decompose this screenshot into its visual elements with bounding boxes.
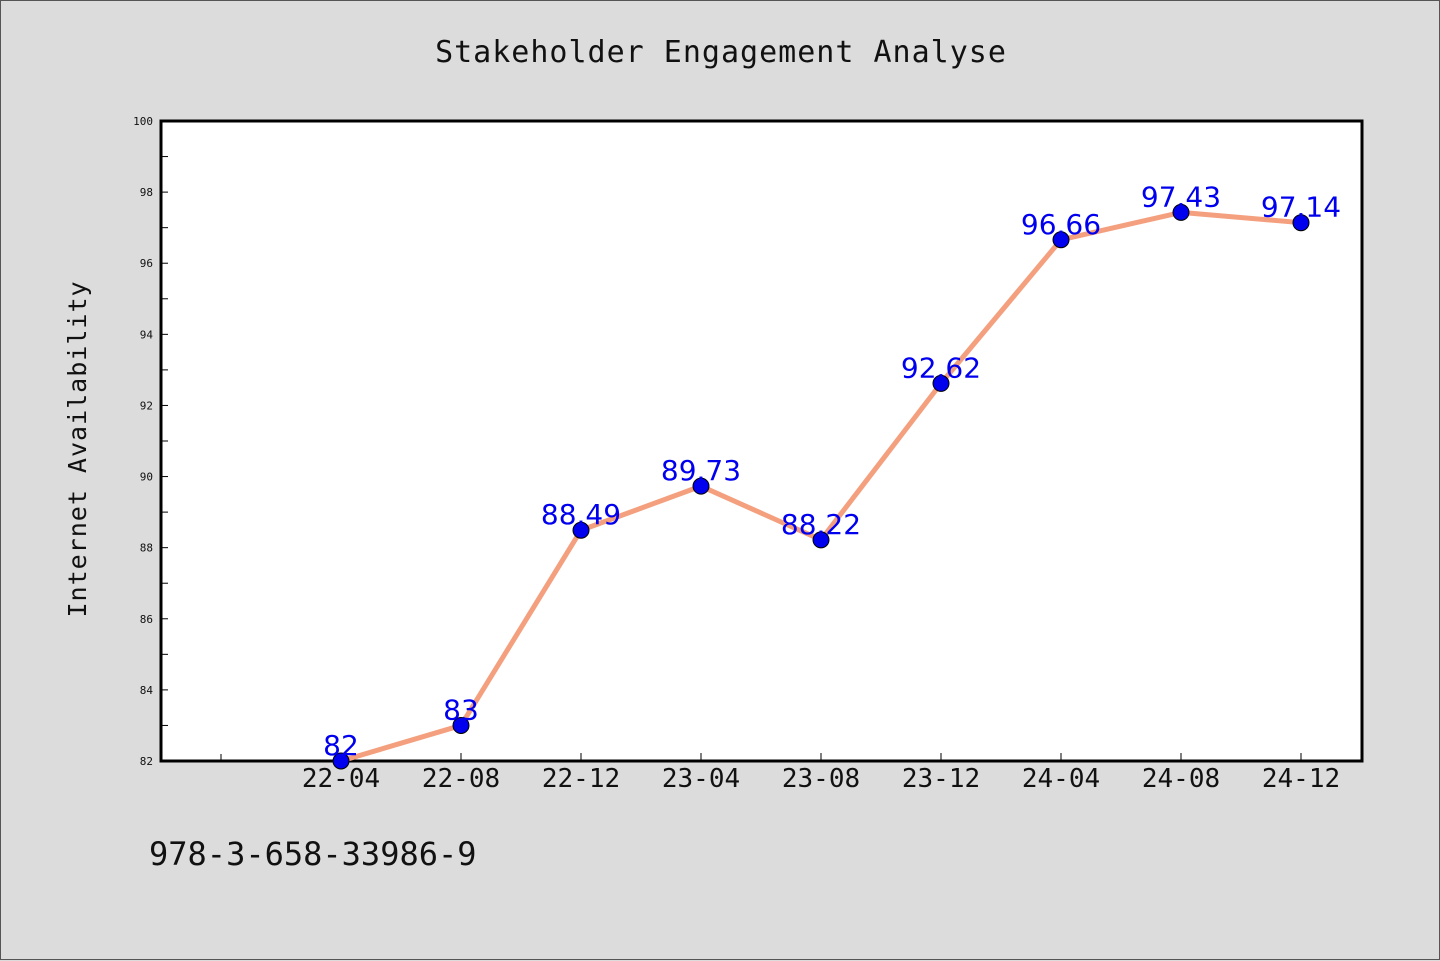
x-tick-label: 24-08 xyxy=(1142,764,1220,794)
y-tick-label: 82 xyxy=(140,755,153,768)
data-label: 82 xyxy=(323,729,359,762)
data-point xyxy=(452,716,470,734)
x-tick-label: 24-12 xyxy=(1262,764,1340,794)
data-point xyxy=(1292,214,1310,232)
y-tick-label: 90 xyxy=(140,471,153,484)
y-tick-label: 88 xyxy=(140,542,153,555)
chart-title: Stakeholder Engagement Analyse xyxy=(435,35,1007,70)
footer-identifier: 978-3-658-33986-9 xyxy=(149,835,477,873)
x-tick-label: 23-04 xyxy=(662,764,740,794)
y-axis: 82 84 86 88 90 92 94 96 98 100 xyxy=(133,115,168,768)
plot-area xyxy=(159,119,1364,763)
data-point xyxy=(1052,231,1070,249)
y-tick-label: 84 xyxy=(140,684,154,697)
data-point xyxy=(932,374,950,392)
data-label: 97.43 xyxy=(1141,180,1221,213)
data-label: 92.62 xyxy=(901,351,981,384)
y-axis-label: Internet Availability xyxy=(63,280,92,617)
data-point xyxy=(692,477,710,495)
data-point xyxy=(572,521,590,539)
y-tick-label: 86 xyxy=(140,613,153,626)
y-tick-label: 100 xyxy=(133,115,153,128)
x-tick-label: 23-08 xyxy=(782,764,860,794)
data-point xyxy=(332,752,350,770)
y-tick-label: 94 xyxy=(140,328,154,341)
data-point xyxy=(1172,203,1190,221)
data-label: 96.66 xyxy=(1021,208,1101,241)
y-tick-label: 98 xyxy=(140,186,153,199)
data-label: 88.49 xyxy=(541,498,621,531)
x-tick-label: 22-12 xyxy=(542,764,620,794)
y-tick-label: 96 xyxy=(140,257,153,270)
data-label: 83 xyxy=(443,693,479,726)
data-point xyxy=(812,531,830,549)
x-tick-label: 22-08 xyxy=(422,764,500,794)
data-label: 97.14 xyxy=(1261,191,1341,224)
y-tick-label: 92 xyxy=(140,399,153,412)
series-markers xyxy=(332,203,1310,770)
data-label: 88.22 xyxy=(781,508,861,541)
x-tick-label: 23-12 xyxy=(902,764,980,794)
data-label: 89.73 xyxy=(661,454,741,487)
x-tick-label: 24-04 xyxy=(1022,764,1100,794)
data-labels: 82 83 88.49 89.73 88.22 92.62 96.66 97.43 97.14 xyxy=(323,180,1341,762)
x-axis: 22-04 22-08 22-12 23-04 23-08 23-12 24-04 24-08… xyxy=(220,753,1340,794)
